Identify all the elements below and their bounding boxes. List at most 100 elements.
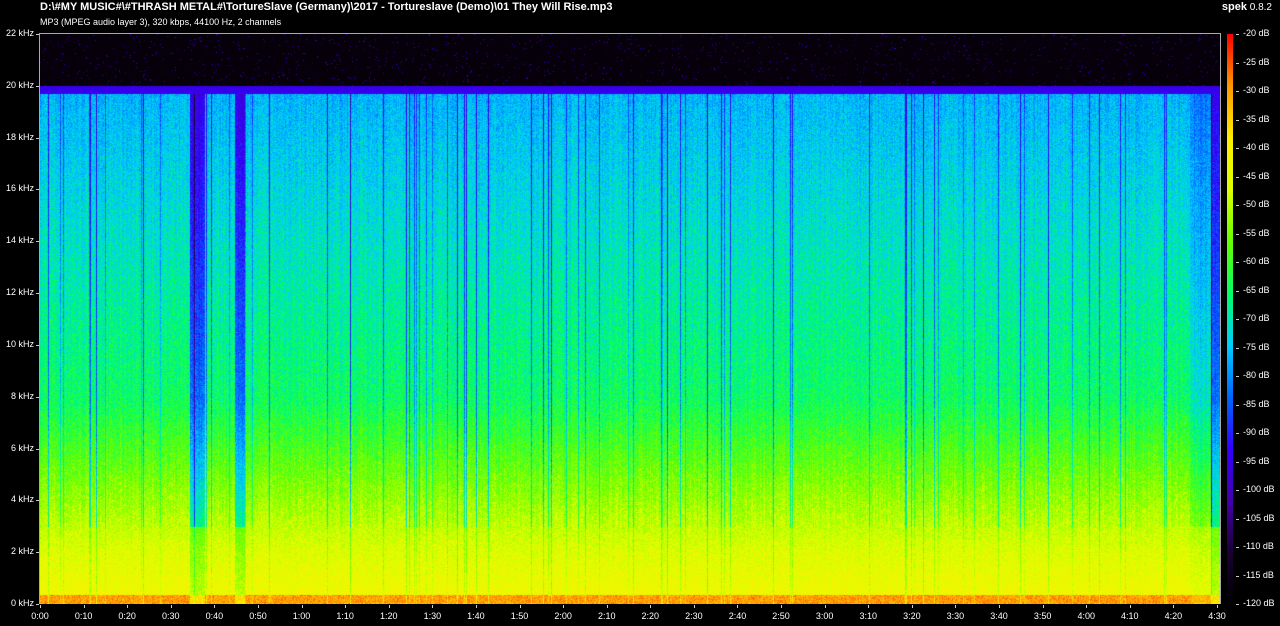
db-tick-label: -70 dB xyxy=(1243,313,1270,323)
db-colorbar xyxy=(1227,34,1233,605)
time-tick-label: 3:30 xyxy=(946,611,965,621)
db-tick-label: -45 dB xyxy=(1243,170,1270,181)
db-tick-mark xyxy=(1236,347,1239,349)
time-tick-mark xyxy=(911,605,913,608)
db-tick-label: -85 dB xyxy=(1243,398,1270,409)
db-tick-label: -115 dB xyxy=(1243,569,1274,580)
db-tick-mark xyxy=(1236,518,1239,520)
db-tick-mark xyxy=(1236,575,1239,577)
frequency-tick-label: 8 kHz xyxy=(10,390,34,401)
app-name: spek xyxy=(1221,1,1247,13)
time-tick-mark xyxy=(1217,605,1218,608)
time-tick-label: 0:00 xyxy=(31,611,49,621)
time-tick-label: 2:40 xyxy=(728,611,747,621)
time-tick-mark xyxy=(1042,605,1044,608)
db-tick-mark xyxy=(1236,547,1239,548)
plot-frame xyxy=(39,33,1221,604)
time-tick-mark xyxy=(824,605,826,608)
db-tick-label: -120 dB xyxy=(1243,598,1275,608)
db-tick-label: -35 dB xyxy=(1243,113,1270,124)
time-tick-label: 0:20 xyxy=(118,611,136,621)
db-tick-label: -65 dB xyxy=(1243,284,1270,295)
db-tick-mark xyxy=(1236,91,1239,92)
frequency-tick-label: 22 kHz xyxy=(5,28,34,38)
time-tick-mark xyxy=(40,605,41,608)
time-tick-mark xyxy=(737,605,739,608)
frequency-tick-mark xyxy=(36,241,39,243)
db-tick-mark xyxy=(1236,205,1239,206)
db-tick-label: -75 dB xyxy=(1243,341,1270,352)
frequency-tick-label: 14 kHz xyxy=(5,235,34,246)
time-tick-mark xyxy=(475,605,477,608)
time-tick-label: 1:30 xyxy=(423,611,442,621)
time-tick-mark xyxy=(519,605,521,608)
time-tick-label: 1:40 xyxy=(467,611,485,621)
time-tick-label: 0:30 xyxy=(162,611,180,621)
db-tick-mark xyxy=(1236,290,1239,292)
time-tick-label: 1:00 xyxy=(292,611,311,621)
frequency-tick-label: 4 kHz xyxy=(10,494,34,505)
time-tick-mark xyxy=(301,605,303,608)
frequency-tick-label: 6 kHz xyxy=(10,442,34,453)
time-tick-mark xyxy=(214,605,216,608)
time-tick-mark xyxy=(693,605,695,608)
db-tick-label: -25 dB xyxy=(1243,56,1270,67)
frequency-tick-label: 16 kHz xyxy=(5,183,34,194)
app-version: spek 0.8.2 xyxy=(1222,1,1272,13)
time-tick-mark xyxy=(868,605,870,608)
frequency-tick-mark xyxy=(36,85,39,87)
time-tick-label: 3:50 xyxy=(1033,611,1052,621)
time-tick-label: 4:10 xyxy=(1121,611,1139,621)
time-tick-mark xyxy=(563,605,565,608)
db-tick-label: -80 dB xyxy=(1243,370,1270,380)
time-tick-mark xyxy=(83,605,85,608)
time-tick-mark xyxy=(781,605,783,608)
frequency-tick-mark xyxy=(36,344,39,346)
db-tick-mark xyxy=(1236,376,1239,377)
time-tick-mark xyxy=(388,605,390,608)
db-tick-mark xyxy=(1236,62,1239,64)
time-tick-label: 2:50 xyxy=(772,611,790,621)
spectrogram-canvas xyxy=(40,34,1220,604)
time-tick-label: 1:50 xyxy=(510,611,529,621)
db-tick-mark xyxy=(1236,404,1239,406)
time-tick-label: 2:00 xyxy=(554,611,572,621)
time-tick-mark xyxy=(127,605,129,608)
time-tick-label: 1:10 xyxy=(336,611,354,621)
db-tick-mark xyxy=(1236,433,1239,434)
time-tick-mark xyxy=(1173,605,1175,608)
db-tick-mark xyxy=(1236,490,1239,491)
time-tick-mark xyxy=(170,605,172,608)
db-tick-mark xyxy=(1236,176,1239,178)
db-tick-mark xyxy=(1236,148,1239,149)
db-tick-label: -30 dB xyxy=(1243,85,1270,95)
frequency-tick-mark xyxy=(36,189,39,191)
db-tick-label: -20 dB xyxy=(1243,28,1270,38)
db-tick-label: -50 dB xyxy=(1243,199,1270,209)
time-tick-label: 1:20 xyxy=(379,611,398,621)
time-tick-label: 4:20 xyxy=(1164,611,1183,621)
time-tick-mark xyxy=(432,605,434,608)
db-tick-mark xyxy=(1236,604,1239,605)
time-tick-label: 0:50 xyxy=(249,611,267,621)
frequency-tick-label: 10 kHz xyxy=(5,338,34,349)
file-path-title: D:\#MY MUSIC#\#THRASH METAL#\TortureSlav… xyxy=(40,1,613,13)
db-tick-mark xyxy=(1236,262,1239,263)
time-tick-mark xyxy=(650,605,652,608)
frequency-tick-label: 12 kHz xyxy=(5,287,34,298)
db-tick-mark xyxy=(1236,461,1239,463)
time-tick-label: 2:10 xyxy=(597,611,616,621)
time-tick-label: 3:20 xyxy=(903,611,921,621)
db-tick-label: -90 dB xyxy=(1243,427,1270,437)
frequency-tick-mark xyxy=(36,500,39,502)
db-tick-label: -60 dB xyxy=(1243,256,1270,266)
frequency-tick-label: 18 kHz xyxy=(5,131,34,142)
time-tick-label: 0:10 xyxy=(74,611,93,621)
time-tick-label: 3:40 xyxy=(990,611,1008,621)
file-info: MP3 (MPEG audio layer 3), 320 kbps, 4410… xyxy=(40,17,282,27)
time-tick-mark xyxy=(1129,605,1131,608)
time-tick-mark xyxy=(1086,605,1088,608)
time-tick-mark xyxy=(606,605,608,608)
time-tick-label: 3:10 xyxy=(859,611,878,621)
time-tick-mark xyxy=(999,605,1001,608)
